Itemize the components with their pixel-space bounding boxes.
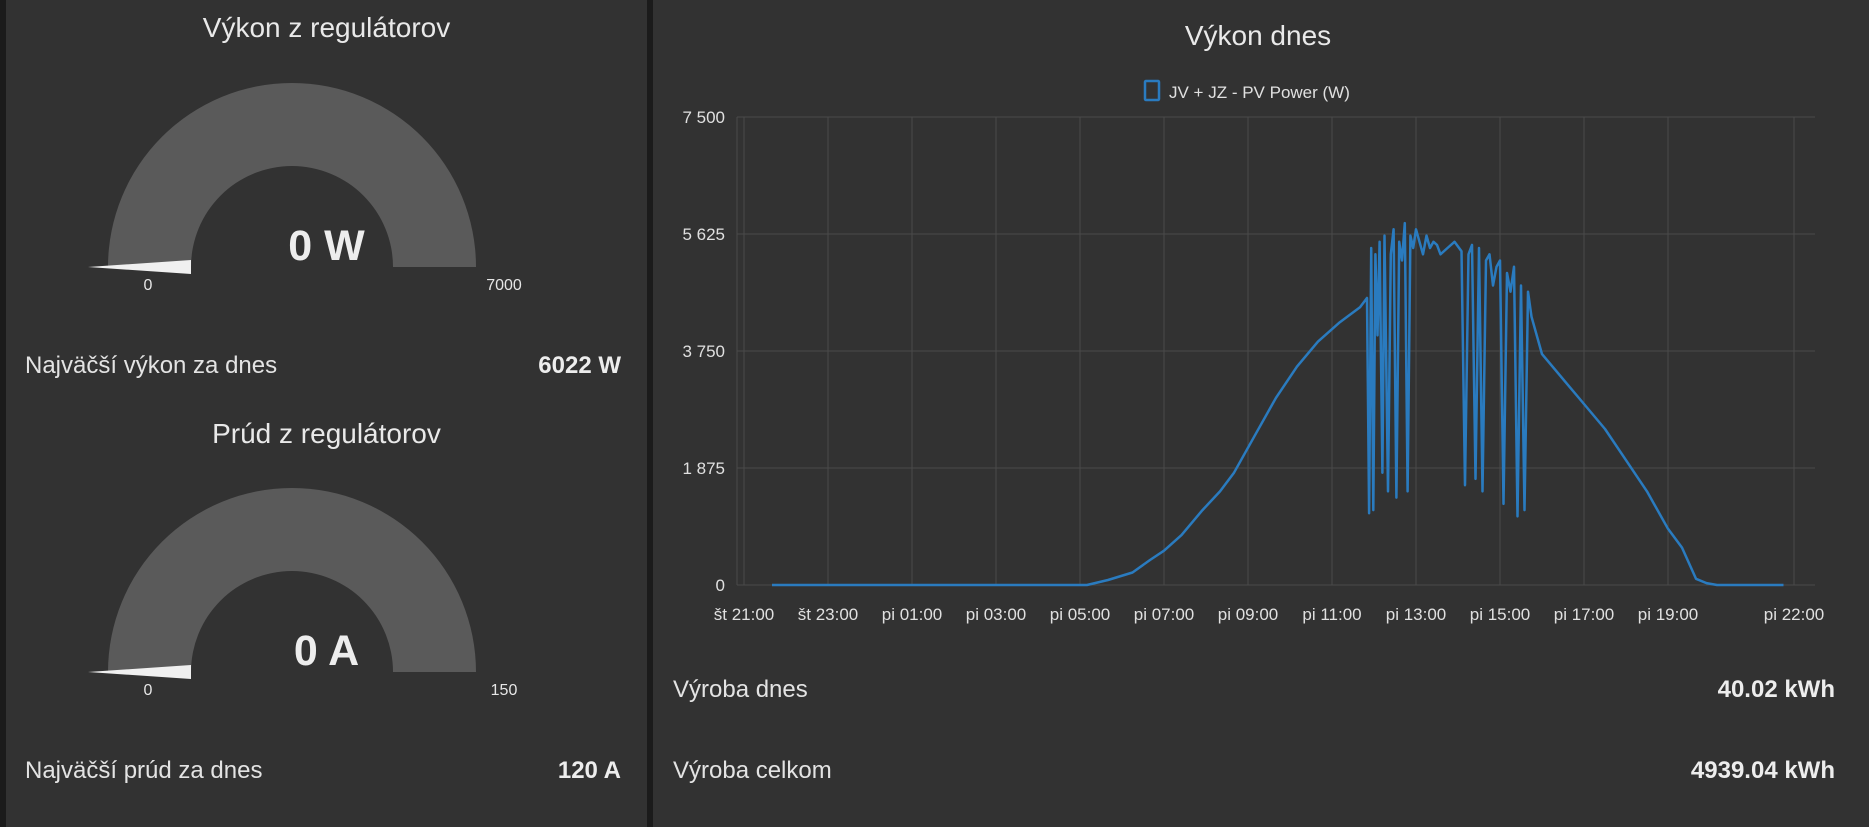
power-gauge-min: 0: [143, 277, 153, 294]
y-tick-label: 1 875: [682, 459, 725, 478]
power-gauge-max: 7000: [486, 277, 522, 294]
y-tick-label: 3 750: [682, 342, 725, 361]
current-gauge-min: 0: [143, 682, 153, 699]
x-tick-label: pi 07:00: [1134, 605, 1195, 624]
x-tick-label: pi 22:00: [1764, 605, 1825, 624]
chart-legend: JV + JZ - PV Power (W): [1143, 79, 1350, 102]
power-gauge-track: [108, 83, 476, 267]
max-power-label: Najväčší výkon za dnes: [25, 352, 278, 379]
current-gauge-track: [108, 488, 476, 672]
power-chart: JV + JZ - PV Power (W) 0 1 875 3 750 5 625 7…: [682, 79, 1824, 624]
x-tick-label: št 23:00: [798, 605, 859, 624]
max-power-value: 6022 W: [538, 352, 621, 379]
current-gauge-needle: [88, 665, 191, 679]
current-gauge-max: 150: [490, 682, 518, 699]
x-tick-label: pi 03:00: [966, 605, 1027, 624]
y-tick-label: 0: [716, 576, 725, 595]
x-tick-label: pi 15:00: [1470, 605, 1531, 624]
x-tick-label: pi 13:00: [1386, 605, 1447, 624]
legend-swatch: [1143, 79, 1161, 102]
y-tick-label: 7 500: [682, 108, 725, 127]
current-gauge-title: Prúd z regulátorov: [212, 418, 441, 449]
production-total-label: Výroba celkom: [673, 757, 832, 784]
legend-label: JV + JZ - PV Power (W): [1169, 83, 1350, 102]
x-tick-label: pi 19:00: [1638, 605, 1699, 624]
y-tick-label: 5 625: [682, 225, 725, 244]
chart-grid: [736, 116, 1815, 586]
max-current-label: Najväčší prúd za dnes: [25, 757, 263, 784]
x-tick-label: pi 11:00: [1302, 605, 1361, 624]
max-current-value: 120 A: [557, 757, 621, 784]
production-today-label: Výroba dnes: [673, 676, 808, 703]
chart-axes: 0 1 875 3 750 5 625 7 500 št 21:00 št 23:00 pi …: [682, 108, 1824, 624]
x-tick-label: št 21:00: [714, 605, 775, 624]
power-gauge-value: 0 W: [288, 222, 365, 270]
x-tick-label: pi 01:00: [882, 605, 943, 624]
chart-title: Výkon dnes: [1184, 20, 1332, 51]
power-gauge: [88, 83, 476, 274]
current-gauge: [88, 488, 476, 679]
x-tick-label: pi 09:00: [1218, 605, 1279, 624]
chart-series: [772, 221, 1784, 587]
series-line: [772, 221, 1784, 587]
production-today-value: 40.02 kWh: [1717, 676, 1835, 703]
production-total-value: 4939.04 kWh: [1690, 757, 1835, 784]
gauges-card: Výkon z regulátorov 0 W 0 7000 Najväčší …: [6, 0, 647, 827]
x-tick-label: pi 05:00: [1050, 605, 1111, 624]
power-gauge-needle: [88, 260, 191, 274]
x-tick-label: pi 17:00: [1554, 605, 1615, 624]
current-gauge-value: 0 A: [293, 627, 360, 675]
power-gauge-title: Výkon z regulátorov: [202, 12, 451, 43]
chart-card: Výkon dnes JV + JZ - PV Power (W) 0 1 875…: [653, 0, 1869, 827]
